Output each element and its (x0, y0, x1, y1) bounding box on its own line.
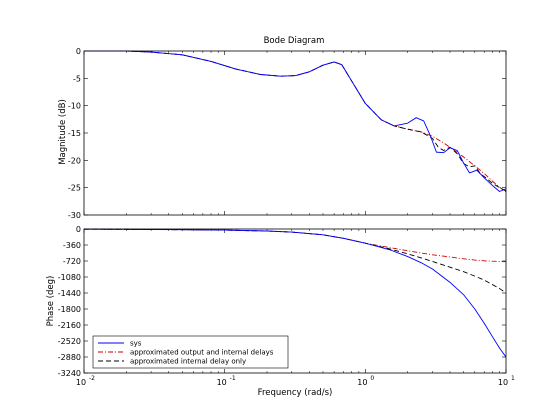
phase-series-sys (83, 228, 507, 358)
magnitude-ytick-label: -15 (68, 129, 81, 138)
phase-ytick-label: -1080 (58, 273, 81, 282)
phase-xtick-exponent: -1 (230, 375, 236, 382)
legend: sys approximated output and internal del… (92, 335, 289, 369)
phase-ytick-label: -1440 (58, 289, 81, 298)
phase-axes-frame (83, 228, 507, 374)
magnitude-series-sys (84, 50, 507, 192)
phase-ytick-label: -360 (63, 241, 81, 250)
phase-series (83, 228, 507, 358)
magnitude-ytick-label: -25 (68, 184, 81, 193)
magnitude-axes-frame (83, 50, 507, 216)
phase-panel: Phase (deg) 0 -360 -720 -1080 -1440 -1800 -216… (46, 225, 515, 398)
phase-ytick-label: -3240 (58, 369, 81, 378)
phase-xtick-exponent: -2 (89, 375, 95, 382)
magnitude-series (84, 50, 507, 193)
phase-xtick-label: 10 (357, 378, 367, 387)
legend-label-sys: sys (130, 340, 142, 348)
phase-ytick-label: -2160 (58, 321, 81, 330)
legend-box (92, 335, 289, 369)
phase-ytick-label: -720 (63, 257, 81, 266)
magnitude-ytick-label: -5 (73, 74, 81, 83)
frequency-axis-label: Frequency (rad/s) (258, 388, 333, 398)
phase-xtick-label: 10 (217, 378, 227, 387)
magnitude-ytick-label: -20 (68, 156, 81, 165)
magnitude-ytick-label: -30 (68, 211, 81, 220)
chart-title: Bode Diagram (264, 36, 325, 46)
phase-xtick-label: 10 (498, 378, 508, 387)
phase-ytick-label: -2880 (58, 353, 81, 362)
magnitude-panel: Bode Diagram Magnitude (dB) 0 -5 -10 -15 -20… (58, 36, 507, 220)
phase-xtick-label: 10 (76, 378, 86, 387)
legend-label-output-internal: approximated output and internal delays (130, 349, 274, 357)
phase-ytick-label: -2520 (58, 337, 81, 346)
phase-ytick-label: -1800 (58, 305, 81, 314)
phase-xtick-exponent: 0 (370, 375, 374, 382)
magnitude-ytick-label: -10 (68, 102, 81, 111)
phase-axis-label: Phase (deg) (46, 276, 56, 327)
legend-label-internal-only: approximated internal delay only (130, 358, 246, 366)
phase-ytick-label: 0 (76, 225, 81, 234)
phase-ticks: 0 -360 -720 -1080 -1440 -1800 -2160 -2520 -2880 -… (58, 225, 515, 387)
phase-xtick-exponent: 1 (511, 375, 515, 382)
magnitude-axis-label: Magnitude (dB) (58, 99, 68, 165)
magnitude-ytick-label: 0 (76, 47, 81, 56)
